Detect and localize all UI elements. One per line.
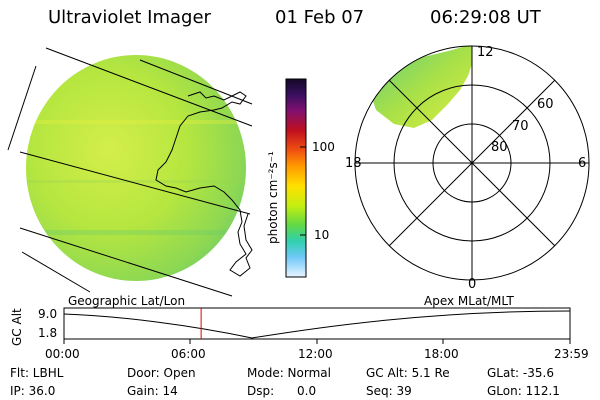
timeline-xtick: 23:59 (554, 347, 589, 361)
info-gc-alt: GC Alt: 5.1 Re (366, 366, 450, 380)
info-door: Door: Open (127, 366, 196, 380)
info-filter: Flt: LBHL (10, 366, 64, 380)
timeline-xtick: 06:00 (171, 347, 206, 361)
timeline-ylabel: GC Alt (10, 308, 24, 346)
altitude-timeline (63, 307, 571, 344)
colorbar-tick-10: 10 (314, 228, 330, 242)
mlt-label-0: 0 (468, 277, 477, 292)
info-gain: Gain: 14 (127, 384, 178, 398)
time-label: 06:29:08 UT (430, 7, 541, 28)
info-mode: Mode: Normal (247, 366, 331, 380)
mlt-label-6: 6 (578, 156, 587, 171)
info-dsp: Dsp: 0.0 (247, 384, 317, 398)
mlat-label-80: 80 (491, 140, 508, 155)
geo-panel-label: Geographic Lat/Lon (68, 294, 186, 308)
timeline-xtick: 18:00 (424, 347, 459, 361)
mlt-label-12: 12 (477, 45, 494, 60)
mlat-label-70: 70 (512, 119, 529, 134)
colorbar-unit-label: photon cm⁻²s⁻¹ (266, 151, 280, 244)
info-seq: Seq: 39 (366, 384, 412, 398)
intensity-colorbar (285, 78, 307, 278)
geographic-image (7, 47, 253, 297)
timeline-ytick-max: 9.0 (38, 307, 58, 321)
mlat-label-60: 60 (537, 97, 554, 112)
info-ip: IP: 36.0 (10, 384, 56, 398)
info-glat: GLat: -35.6 (487, 366, 554, 380)
instrument-title: Ultraviolet Imager (48, 7, 211, 28)
date-label: 01 Feb 07 (275, 7, 365, 28)
timeline-ytick-min: 1.8 (38, 326, 58, 340)
colorbar-tick-100: 100 (312, 140, 335, 154)
info-glon: GLon: 112.1 (487, 384, 560, 398)
polar-plot (354, 45, 590, 281)
polar-panel-label: Apex MLat/MLT (424, 294, 514, 308)
timeline-xtick: 00:00 (45, 347, 80, 361)
mlt-label-18: 18 (345, 156, 362, 171)
timeline-xtick: 12:00 (298, 347, 333, 361)
